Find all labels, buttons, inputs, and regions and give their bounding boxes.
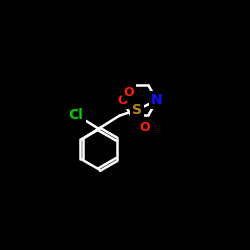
Text: N: N [151,93,163,107]
Text: S: S [132,103,142,117]
Text: O: O [117,94,128,107]
Text: O: O [139,121,150,134]
Text: O: O [124,86,134,99]
Text: Cl: Cl [69,108,84,122]
